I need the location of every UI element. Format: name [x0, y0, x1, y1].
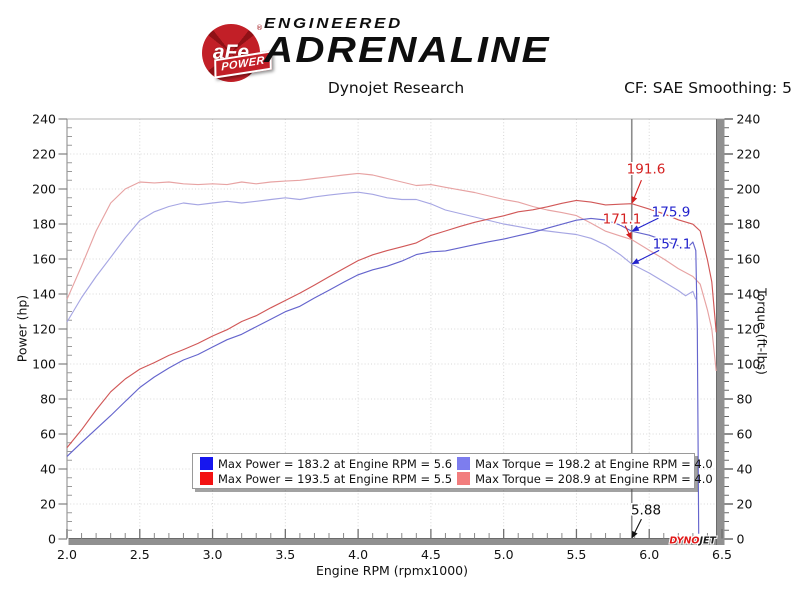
x-axis-title: Engine RPM (rpmx1000) [315, 563, 468, 578]
svg-text:80: 80 [40, 391, 56, 406]
brand-wordmark: ENGINEERED ADRENALINE [264, 16, 551, 68]
svg-text:6.0: 6.0 [639, 547, 659, 562]
svg-text:140: 140 [737, 286, 761, 301]
legend-item-max-torque-red: Max Torque = 208.9 at Engine RPM = 4.0 [452, 472, 713, 486]
svg-text:120: 120 [737, 321, 761, 336]
curve-torque-blue-run [66, 191, 697, 323]
svg-text:5.5: 5.5 [566, 547, 586, 562]
svg-text:200: 200 [737, 181, 761, 196]
svg-text:3.5: 3.5 [275, 547, 295, 562]
svg-text:240: 240 [737, 111, 761, 126]
series-curves [66, 172, 717, 534]
svg-text:160: 160 [737, 251, 761, 266]
legend-label: Max Torque = 208.9 at Engine RPM = 4.0 [475, 471, 713, 486]
svg-text:2.0: 2.0 [57, 547, 77, 562]
svg-text:6.5: 6.5 [712, 547, 732, 562]
svg-text:120: 120 [32, 321, 56, 336]
svg-text:40: 40 [737, 461, 753, 476]
svg-text:0: 0 [48, 531, 56, 546]
legend-label: Max Power = 183.2 at Engine RPM = 5.6 [218, 456, 453, 471]
brand-engineered: ENGINEERED [264, 15, 404, 32]
annotation-191.6: 191.6 [627, 162, 666, 178]
svg-text:2.5: 2.5 [130, 547, 150, 562]
legend-item-max-power-red: Max Power = 193.5 at Engine RPM = 5.5 [195, 472, 452, 486]
curve-power-blue-run [66, 217, 700, 534]
correction-factor-label: CF: SAE Smoothing: 5 [624, 79, 792, 97]
registered-mark: ® [256, 24, 263, 32]
svg-text:0: 0 [737, 531, 745, 546]
svg-text:5.0: 5.0 [494, 547, 514, 562]
curve-power-red-run [66, 199, 717, 448]
svg-text:240: 240 [32, 111, 56, 126]
svg-text:60: 60 [737, 426, 753, 441]
dynojet-watermark: DYNOJET [668, 535, 718, 548]
svg-text:140: 140 [32, 286, 56, 301]
legend-swatch-blue-power [200, 457, 213, 470]
svg-text:20: 20 [737, 496, 753, 511]
svg-text:180: 180 [737, 216, 761, 231]
legend-box: Max Power = 183.2 at Engine RPM = 5.6 Ma… [192, 453, 713, 489]
svg-text:220: 220 [737, 146, 761, 161]
chart-title: Dynojet Research [327, 79, 465, 97]
legend-label: Max Power = 193.5 at Engine RPM = 5.5 [218, 471, 453, 486]
annotation-5.88: 5.88 [631, 503, 661, 519]
svg-text:100: 100 [32, 356, 56, 371]
legend-label: Max Torque = 198.2 at Engine RPM = 4.0 [475, 456, 713, 471]
svg-text:100: 100 [737, 356, 761, 371]
svg-text:60: 60 [40, 426, 56, 441]
svg-text:4.0: 4.0 [348, 547, 368, 562]
legend-swatch-blue-torque [457, 457, 471, 470]
y-axis-right-title: Torque (ft-lbs) [754, 288, 770, 375]
y-axis-left: 0 20 40 60 80 100 120 140 160 180 200 220 240 [32, 111, 72, 546]
svg-text:3.0: 3.0 [203, 547, 223, 562]
curve-torque-red-run [66, 172, 717, 372]
svg-text:220: 220 [32, 146, 56, 161]
legend-swatch-red-torque [457, 472, 471, 485]
svg-text:160: 160 [32, 251, 56, 266]
svg-text:20: 20 [40, 496, 56, 511]
afe-power-logo: aFe ® POWER ENGINEERED ADRENALINE [168, 12, 608, 82]
svg-text:80: 80 [737, 391, 753, 406]
y-axis-left-title: Power (hp) [14, 294, 30, 363]
annotation-171.1: 171.1 [603, 212, 642, 228]
svg-text:180: 180 [32, 216, 56, 231]
annotations: 191.6 175.9 171.1 157.1 5.88 [601, 160, 693, 539]
svg-text:200: 200 [32, 181, 56, 196]
svg-text:DYNOJET: DYNOJET [669, 536, 717, 547]
legend-item-max-power-blue: Max Power = 183.2 at Engine RPM = 5.6 [195, 457, 452, 471]
legend-swatch-red-power [200, 472, 213, 485]
x-axis: 2.0 2.5 3.0 3.5 4.0 4.5 5.0 5.5 6.0 6.5 [57, 529, 732, 562]
annotation-157.1: 157.1 [653, 237, 692, 253]
brand-adrenaline: ADRENALINE [264, 29, 551, 70]
y-axis-right: 0 20 40 60 80 100 120 140 160 180 200 220 240 [724, 111, 761, 546]
legend-item-max-torque-blue: Max Torque = 198.2 at Engine RPM = 4.0 [452, 457, 713, 471]
svg-text:40: 40 [40, 461, 56, 476]
svg-text:4.5: 4.5 [421, 547, 441, 562]
annotation-175.9: 175.9 [652, 205, 691, 221]
